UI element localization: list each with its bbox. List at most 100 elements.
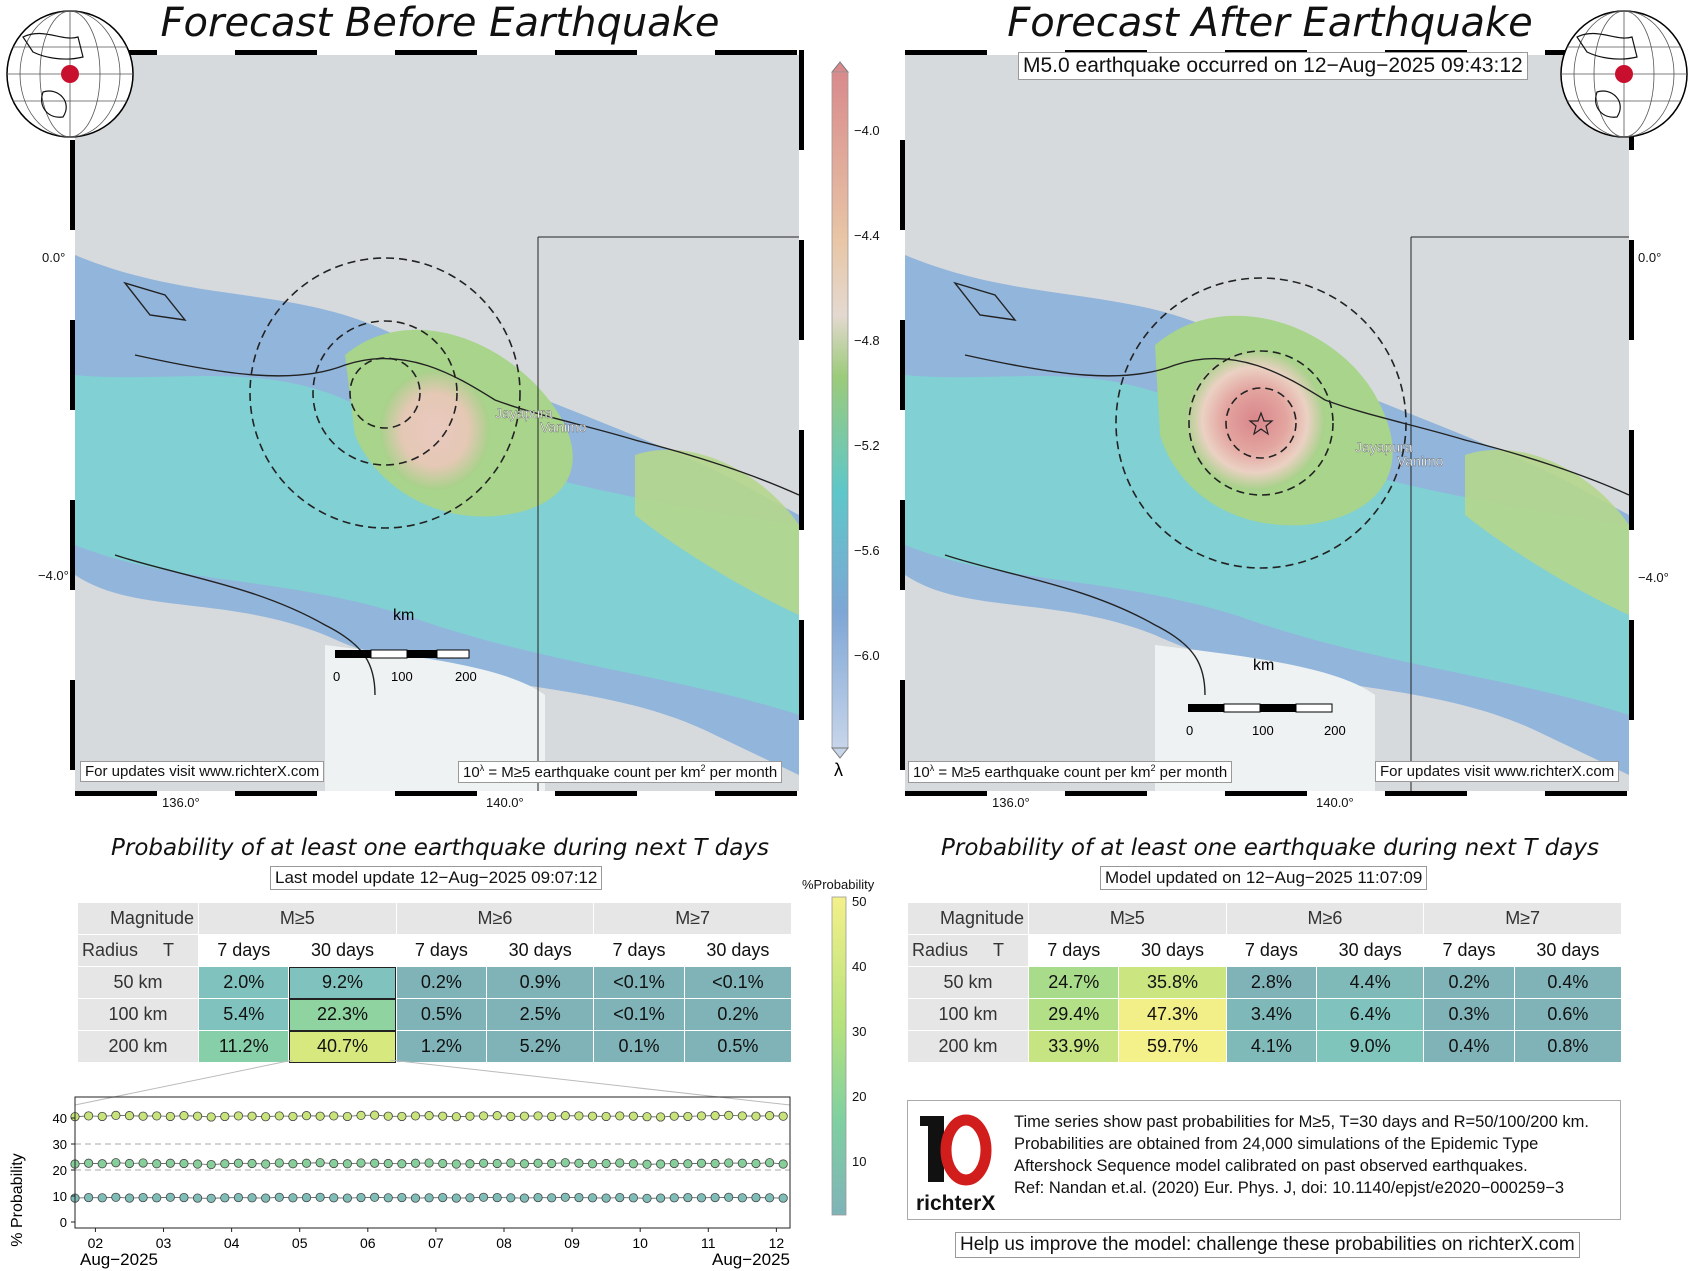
table-row: 100 km 29.4% 47.3% 3.4% 6.4% 0.3% 0.6% bbox=[907, 998, 1623, 1031]
left-cell-1-1: 22.3% bbox=[288, 998, 397, 1031]
right-coastline bbox=[964, 354, 1629, 496]
ts-point bbox=[179, 1192, 189, 1203]
right-row-radius-100: 100 km bbox=[907, 998, 1029, 1031]
ts-point bbox=[124, 1158, 135, 1169]
ts-point bbox=[451, 1112, 461, 1122]
ts-point bbox=[778, 1111, 788, 1121]
ts-point bbox=[138, 1158, 148, 1168]
left-circle-50km bbox=[349, 357, 421, 429]
ts-point bbox=[315, 1111, 325, 1121]
left-cell-0-5: <0.1% bbox=[683, 966, 793, 999]
lambda-tick-2: −4.4 bbox=[854, 228, 880, 243]
ts-point bbox=[669, 1111, 679, 1121]
left-cell-2-4: 0.1% bbox=[593, 1030, 685, 1063]
ts-ytick-label: 0 bbox=[60, 1215, 67, 1230]
ts-point bbox=[220, 1193, 230, 1203]
help-link[interactable]: Help us improve the model: challenge the… bbox=[955, 1232, 1580, 1258]
ts-point bbox=[206, 1193, 216, 1203]
ts-xtick-label: 07 bbox=[428, 1235, 444, 1251]
right-coastline-south bbox=[944, 554, 1206, 696]
ts-point bbox=[424, 1193, 434, 1203]
info-line-3: Aftershock Sequence model calibrated on … bbox=[1014, 1157, 1528, 1175]
ts-point bbox=[274, 1192, 284, 1202]
ts-x-end-label: Aug−2025 bbox=[712, 1250, 790, 1269]
ts-point bbox=[601, 1111, 611, 1122]
left-corner-radius: Radius T bbox=[77, 934, 199, 967]
ts-point bbox=[315, 1192, 325, 1202]
ts-xtick-label: 05 bbox=[292, 1235, 308, 1251]
ts-point bbox=[301, 1192, 312, 1203]
ts-xtick-label: 03 bbox=[156, 1235, 172, 1251]
left-mag-m6: M≥6 bbox=[395, 902, 595, 935]
ts-point bbox=[97, 1193, 107, 1203]
prob-tick-40: 40 bbox=[852, 959, 866, 974]
right-event-note: M5.0 earthquake occurred on 12−Aug−2025 … bbox=[1018, 52, 1528, 80]
ts-point bbox=[261, 1193, 271, 1203]
left-lat-label-0: 0.0° bbox=[42, 250, 66, 265]
left-scale-tick-100: 100 bbox=[391, 669, 413, 684]
left-lambda-rest: = M≥5 earthquake count per km bbox=[484, 764, 701, 781]
right-cell-0-2: 2.8% bbox=[1225, 966, 1318, 999]
ts-point bbox=[601, 1158, 611, 1169]
ts-point bbox=[710, 1111, 720, 1121]
right-globe-icon bbox=[1560, 10, 1688, 138]
right-lon-label-136: 136.0° bbox=[992, 795, 1030, 810]
left-cell-2-5: 0.5% bbox=[683, 1030, 793, 1063]
prob-colorbar: 50 40 30 20 10 bbox=[831, 895, 866, 1216]
ts-point bbox=[165, 1192, 175, 1202]
right-circle-200km bbox=[1115, 277, 1407, 569]
ts-point bbox=[206, 1159, 216, 1170]
right-lambda-rest: = M≥5 earthquake count per km bbox=[934, 764, 1151, 781]
table-row: 50 km 2.0% 9.2% 0.2% 0.9% <0.1% <0.1% bbox=[77, 966, 793, 999]
ts-point bbox=[778, 1159, 788, 1169]
ts-point bbox=[410, 1111, 421, 1121]
ts-point bbox=[519, 1159, 530, 1169]
right-period-3: 30 days bbox=[1316, 934, 1425, 967]
ts-point bbox=[587, 1111, 598, 1121]
ts-point bbox=[628, 1159, 638, 1169]
left-city-vanimo: Vanimo bbox=[540, 419, 587, 435]
ts-point bbox=[547, 1111, 557, 1122]
ts-point bbox=[506, 1193, 516, 1203]
right-cell-0-5: 0.4% bbox=[1513, 966, 1623, 999]
ts-point bbox=[138, 1111, 148, 1121]
left-coastline-south bbox=[114, 554, 376, 696]
ts-point bbox=[288, 1193, 298, 1203]
ts-point bbox=[152, 1193, 162, 1203]
left-coastline bbox=[134, 354, 799, 496]
table-row: 200 km 33.9% 59.7% 4.1% 9.0% 0.4% 0.8% bbox=[907, 1030, 1623, 1063]
left-period-5: 30 days bbox=[683, 934, 793, 967]
ts-xtick-label: 12 bbox=[769, 1235, 785, 1251]
ts-point bbox=[370, 1110, 380, 1120]
right-cell-1-2: 3.4% bbox=[1225, 998, 1318, 1031]
left-lambda-tail: per month bbox=[705, 764, 778, 781]
ts-point bbox=[628, 1193, 638, 1203]
left-cyan-band bbox=[75, 375, 799, 715]
left-lon-label-140: 140.0° bbox=[486, 795, 524, 810]
ts-point bbox=[97, 1111, 107, 1122]
ts-xtick-label: 04 bbox=[224, 1235, 240, 1251]
right-cell-1-0: 29.4% bbox=[1027, 998, 1120, 1031]
ts-point bbox=[288, 1111, 298, 1122]
right-cell-2-2: 4.1% bbox=[1225, 1030, 1318, 1063]
ts-point bbox=[424, 1111, 434, 1121]
ts-point bbox=[397, 1111, 407, 1122]
ts-point bbox=[683, 1111, 693, 1122]
ts-point bbox=[342, 1159, 352, 1169]
right-scale-tick-200: 200 bbox=[1324, 723, 1346, 738]
ts-point bbox=[342, 1111, 352, 1122]
left-cell-0-1: 9.2% bbox=[288, 966, 397, 999]
right-scale-unit: km bbox=[1253, 657, 1274, 674]
right-scale-tick-100: 100 bbox=[1252, 723, 1274, 738]
ts-point bbox=[192, 1111, 203, 1121]
ts-ylabel: % Probability bbox=[9, 1153, 26, 1246]
ts-point bbox=[220, 1111, 230, 1122]
right-period-0: 7 days bbox=[1027, 934, 1120, 967]
ts-point bbox=[478, 1111, 489, 1121]
ts-ytick-label: 20 bbox=[53, 1163, 67, 1178]
ts-point bbox=[261, 1159, 271, 1169]
ts-point bbox=[506, 1158, 516, 1168]
ts-point bbox=[669, 1193, 679, 1203]
ts-point bbox=[533, 1158, 543, 1168]
right-cyan-band bbox=[905, 375, 1629, 715]
